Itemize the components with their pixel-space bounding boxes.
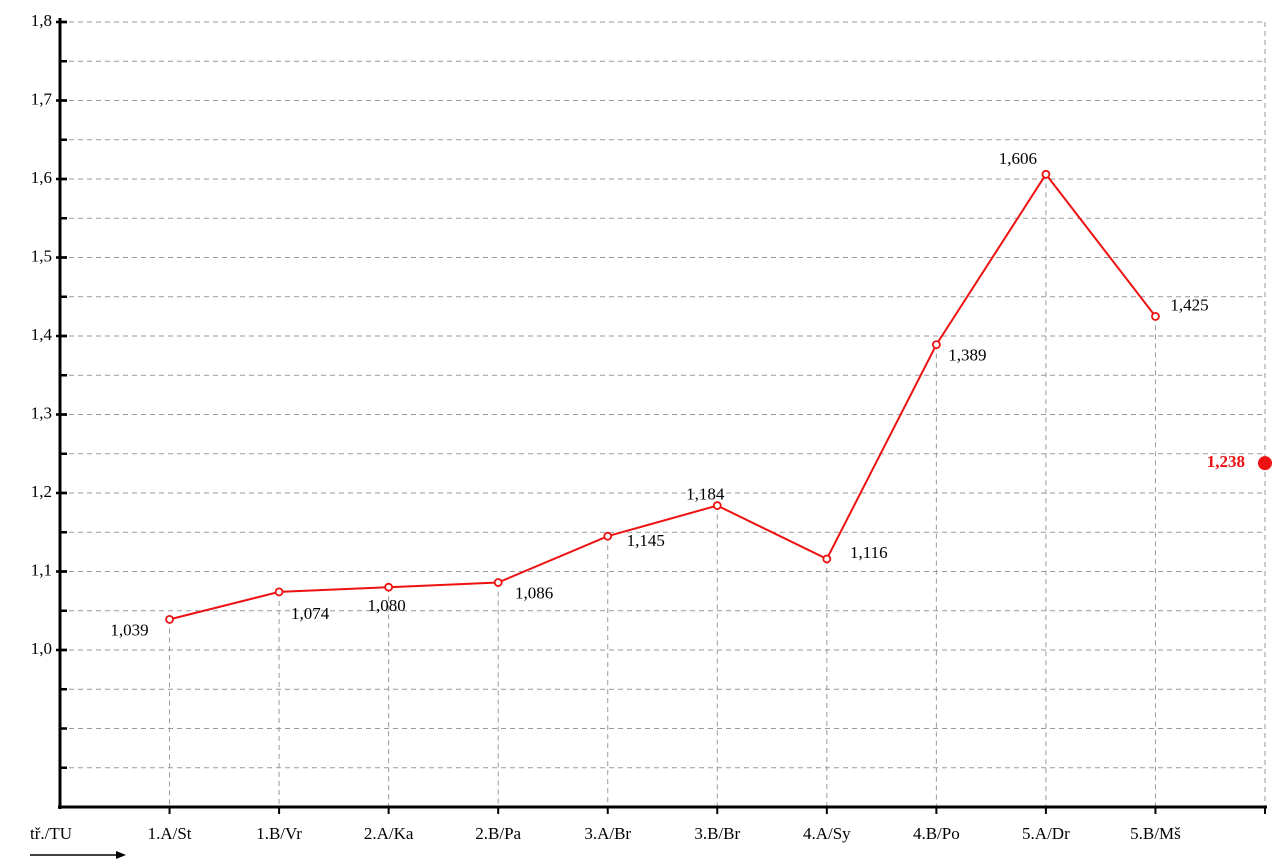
data-label: 1,039 (110, 620, 148, 639)
y-tick-label: 1,2 (31, 482, 52, 501)
x-tick-label: 4.A/Sy (803, 824, 851, 843)
point (931, 340, 941, 350)
x-tick-label: 1.A/St (148, 824, 192, 843)
x-tick-label: 3.A/Br (584, 824, 631, 843)
point (274, 587, 284, 597)
x-tick-label: 4.B/Po (913, 824, 960, 843)
data-label: 1,606 (999, 149, 1037, 168)
data-label: 1,425 (1170, 295, 1208, 314)
point (384, 582, 394, 592)
average-label: 1,238 (1207, 452, 1245, 471)
point (493, 578, 503, 587)
data-label: 1,389 (948, 346, 986, 365)
point (1041, 169, 1051, 179)
y-tick-label: 1,0 (31, 639, 52, 658)
x-tick-label: 2.A/Ka (364, 824, 414, 843)
data-label: 1,184 (686, 484, 725, 503)
y-tick-label: 1,7 (31, 89, 53, 108)
y-tick-label: 1,6 (31, 168, 52, 187)
average-point (1258, 456, 1272, 471)
axis-arrow-head (116, 851, 126, 859)
y-tick-label: 1,8 (31, 11, 52, 30)
x-tick-label: 5.B/Mš (1130, 824, 1181, 843)
point (822, 554, 832, 564)
y-tick-label: 1,5 (31, 246, 52, 265)
x-tick-label: 3.B/Br (694, 824, 740, 843)
data-label: 1,145 (627, 531, 665, 550)
x-tick-label: 2.B/Pa (475, 824, 521, 843)
x-tick-label: 1.B/Vr (256, 824, 302, 843)
y-tick-label: 1,3 (31, 403, 52, 422)
x-axis-label: tř./TU (30, 824, 72, 843)
point (1151, 311, 1160, 321)
data-label: 1,086 (515, 583, 553, 602)
data-label: 1,116 (850, 543, 888, 562)
data-label: 1,074 (291, 604, 330, 623)
y-tick-label: 1,1 (31, 560, 52, 579)
y-tick-label: 1,4 (31, 325, 53, 344)
point (165, 614, 174, 624)
series-line (169, 172, 1157, 621)
data-label: 1,080 (368, 596, 406, 615)
point (603, 531, 613, 541)
point (712, 501, 722, 510)
x-tick-label: 5.A/Dr (1022, 824, 1070, 843)
